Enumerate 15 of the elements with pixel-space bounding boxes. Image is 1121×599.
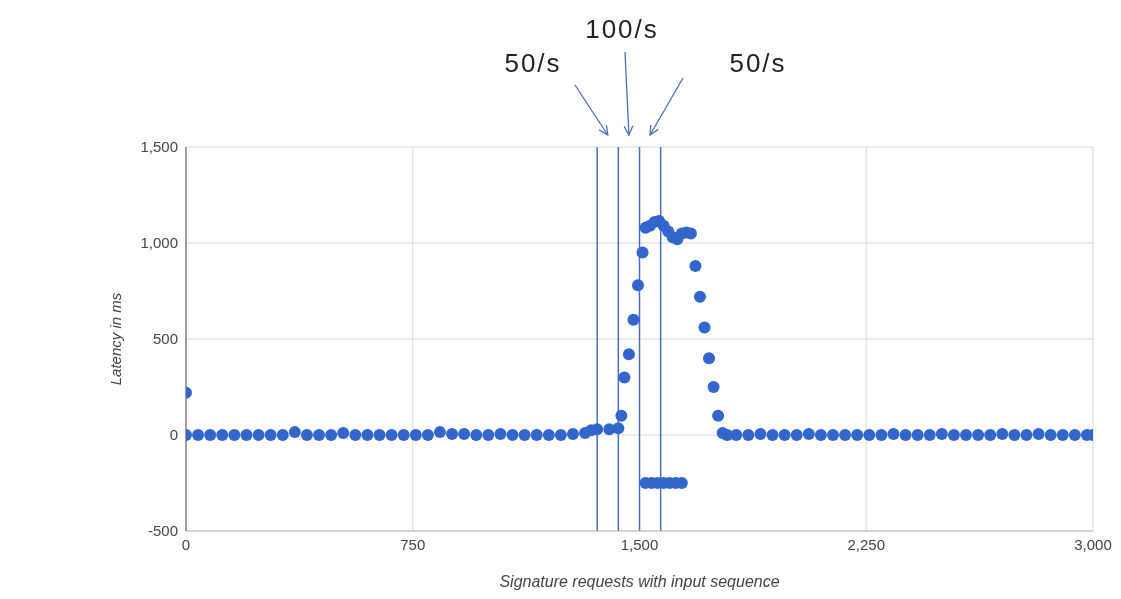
y-tick-label: 1,000: [140, 234, 178, 252]
y-tick-label: 0: [169, 426, 178, 444]
x-tick-label: 750: [400, 535, 426, 553]
x-tick-label: 2,250: [847, 535, 886, 553]
text: 50/s: [504, 48, 562, 78]
y-tick-label: 500: [152, 330, 178, 348]
x-tick-label: 1,500: [620, 535, 659, 553]
y-tick-label: 1,500: [140, 138, 178, 156]
x-tick-label: 0: [181, 535, 191, 553]
text: 100/s: [585, 14, 659, 44]
y-axis-title: Latency in ms: [107, 292, 125, 386]
x-axis-title: Signature requests with input sequence: [499, 573, 780, 590]
y-tick-label: -500: [147, 522, 178, 540]
text: 50/s: [729, 48, 787, 78]
x-tick-label: 3,000: [1074, 535, 1112, 553]
